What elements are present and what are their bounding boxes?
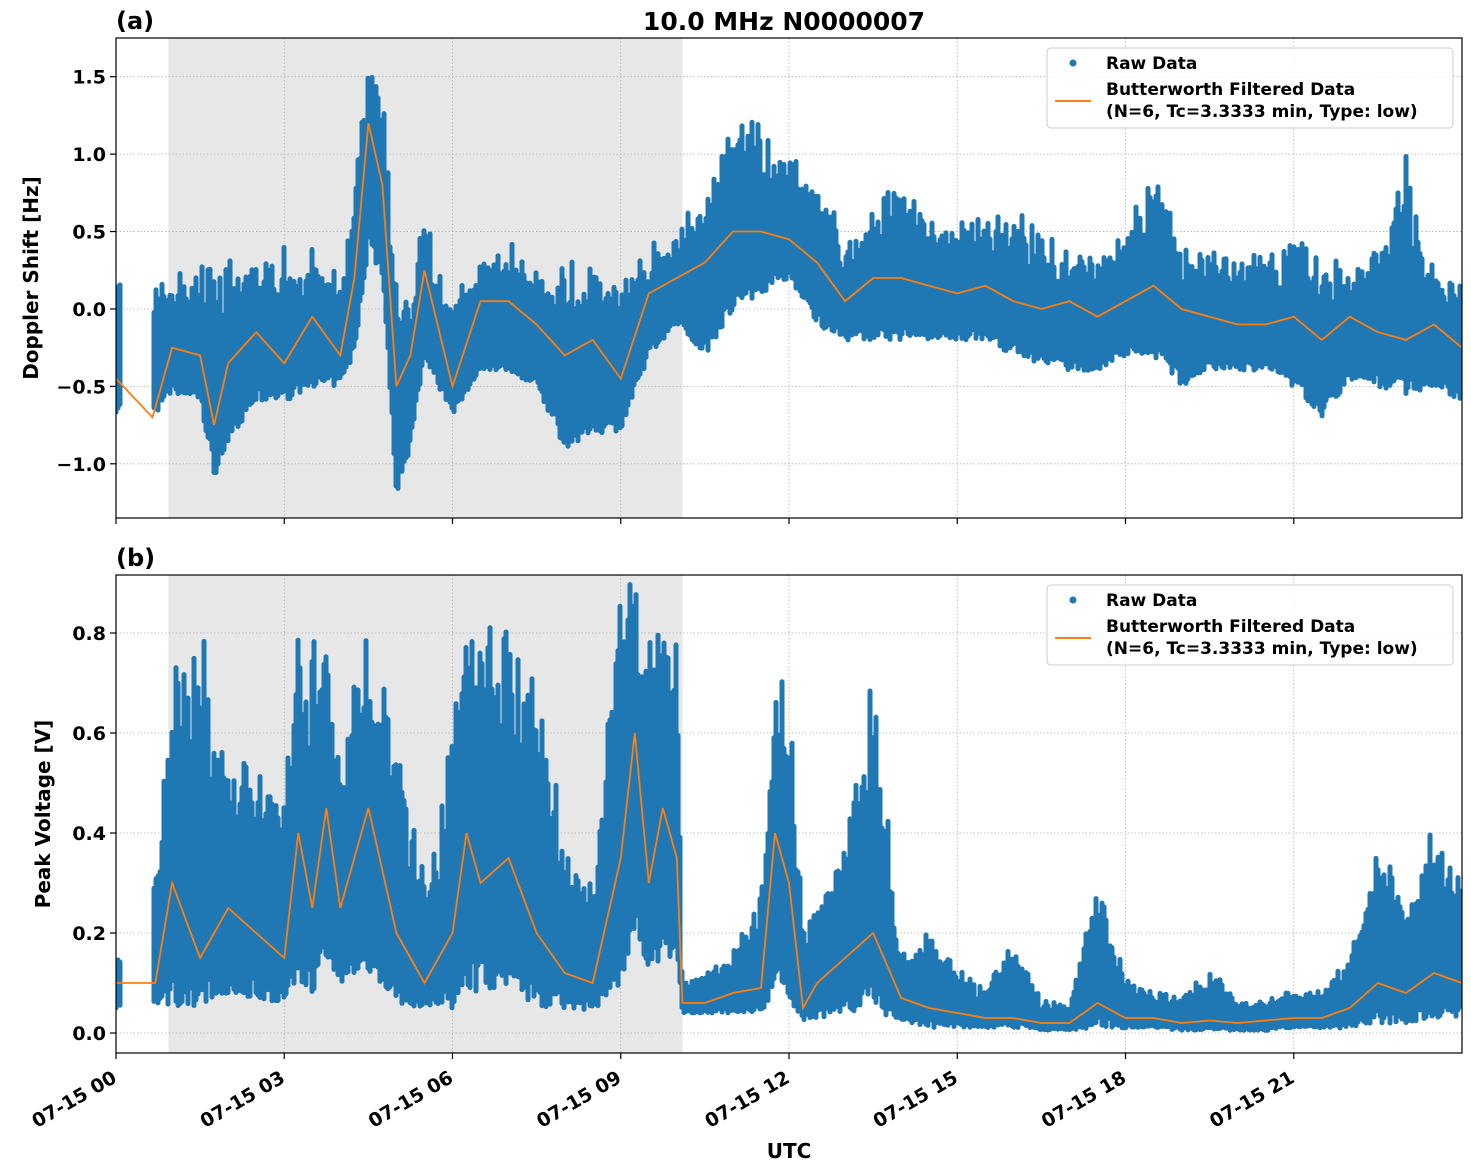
x-tick-label: 07-15 18 — [1038, 1067, 1130, 1133]
x-tick-label: 07-15 21 — [1206, 1067, 1298, 1133]
x-tick-label: 07-15 15 — [869, 1067, 961, 1133]
y-tick-label: 1.0 — [72, 144, 106, 166]
y-tick-label: 0.2 — [72, 923, 106, 945]
legend-raw-label: Raw Data — [1106, 591, 1197, 611]
panel-label: (a) — [116, 7, 154, 35]
raw-data-scatter — [116, 582, 1462, 1033]
raw-data-scatter — [116, 74, 1462, 491]
y-axis-label: Doppler Shift [Hz] — [19, 176, 43, 380]
legend: Raw Data Butterworth Filtered Data(N=6, T… — [1046, 47, 1454, 129]
x-tick-label: 07-15 00 — [28, 1067, 120, 1133]
x-tick-label: 07-15 09 — [533, 1067, 625, 1133]
y-axis-label: Peak Voltage [V] — [31, 720, 55, 909]
y-tick-label: 1.5 — [72, 67, 106, 89]
legend-box — [1046, 47, 1454, 129]
panel-b-peak-voltage: 0.0 0.2 0.4 0.6 0.8 07-15 00 07-15 03 07-15 06 0… — [28, 544, 1463, 1133]
legend-filtered-label: Butterworth Filtered Data — [1106, 617, 1355, 637]
y-tick-label: 0.4 — [72, 823, 106, 845]
x-axis-label: UTC — [767, 1139, 812, 1163]
legend-raw-marker — [1069, 596, 1077, 604]
x-tick-label: 07-15 06 — [365, 1067, 457, 1133]
y-tick-label: 0.0 — [72, 299, 106, 321]
panel-a-doppler-shift: 1.5 1.0 0.5 0.0 −0.5 −1.0 Doppler Shift [Hz] (a… — [19, 7, 1463, 524]
legend-raw-label: Raw Data — [1106, 54, 1197, 74]
y-tick-label: 0.8 — [72, 623, 106, 645]
filtered-data-line — [116, 732, 1462, 1024]
legend-box — [1046, 584, 1454, 666]
y-tick-label: −0.5 — [56, 376, 106, 398]
legend-raw-marker — [1069, 59, 1077, 67]
legend-filtered-params: (N=6, Tc=3.3333 min, Type: low) — [1106, 639, 1418, 659]
x-tick-label: 07-15 03 — [196, 1067, 288, 1133]
panel-label: (b) — [116, 544, 155, 572]
y-tick-label: 0.6 — [72, 723, 106, 745]
legend-filtered-label: Butterworth Filtered Data — [1106, 80, 1355, 100]
figure-title: 10.0 MHz N0000007 — [643, 7, 925, 36]
filtered-data-line — [116, 123, 1462, 426]
legend: Raw Data Butterworth Filtered Data(N=6, T… — [1046, 584, 1454, 666]
y-tick-label: 0.0 — [72, 1023, 106, 1045]
legend-filtered-params: (N=6, Tc=3.3333 min, Type: low) — [1106, 102, 1418, 122]
y-tick-label: 0.5 — [72, 222, 106, 244]
x-tick-label: 07-15 12 — [701, 1067, 793, 1133]
y-tick-label: −1.0 — [56, 454, 106, 476]
